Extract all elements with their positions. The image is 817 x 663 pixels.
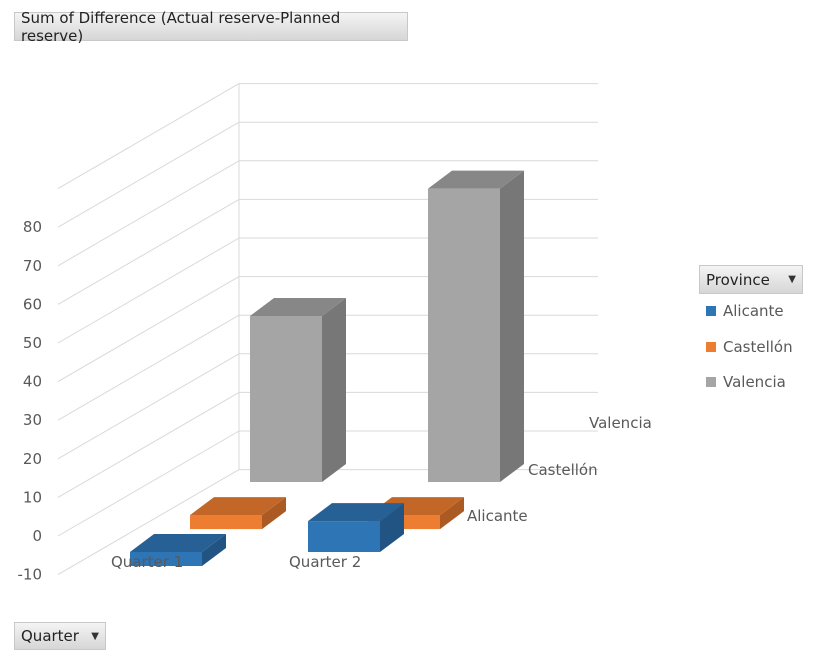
y-tick-label: 50 — [23, 334, 42, 352]
value-field-button[interactable]: Sum of Difference (Actual reserve-Planne… — [14, 9, 408, 45]
depth-label-alicante: Alicante — [467, 507, 528, 525]
y-tick-label: 60 — [23, 295, 42, 313]
legend-swatch-valencia — [706, 377, 716, 387]
bar-side-face — [202, 534, 226, 566]
legend-label-castellon: Castellón — [723, 338, 793, 356]
legend-item-alicante: Alicante — [706, 302, 784, 320]
depth-label-castellon: Castellón — [528, 461, 598, 479]
bar-side-face — [440, 497, 464, 530]
legend-label-valencia: Valencia — [723, 373, 786, 391]
depth-label-valencia: Valencia — [589, 414, 652, 432]
bar-top-face — [130, 534, 226, 552]
gridline-side — [57, 391, 240, 498]
bar-side-face — [500, 170, 524, 482]
gridline-side — [57, 83, 240, 190]
axis-labels: Quarter 1 Quarter 2 Alicante Castellón Valen… — [111, 414, 652, 571]
y-tick-label: 10 — [23, 488, 42, 506]
province-filter-button[interactable]: Province ▼ — [699, 265, 803, 294]
gridline-side — [57, 160, 240, 267]
gridline-side — [57, 314, 240, 421]
y-tick-label: -10 — [18, 566, 43, 584]
bar-side-face — [322, 298, 346, 482]
bar-top-face — [428, 170, 524, 189]
value-field-label: Sum of Difference (Actual reserve-Planne… — [21, 8, 341, 45]
legend-item-castellon: Castellón — [706, 338, 793, 356]
gridline-side — [57, 198, 240, 305]
y-axis-ticks: 80 70 60 50 40 30 20 10 0 -10 — [18, 218, 43, 583]
bar-top-face — [308, 503, 404, 522]
gridline-side — [57, 276, 240, 383]
bar-front-face — [130, 552, 202, 566]
bar-front-face — [190, 515, 262, 530]
bar-front-face — [250, 316, 322, 482]
quarter-filter-label: Quarter — [21, 627, 79, 645]
y-tick-label: 30 — [23, 411, 42, 429]
bar-valencia-quarter-2 — [428, 170, 524, 482]
y-tick-label: 20 — [23, 450, 42, 468]
bar-alicante-quarter-2 — [308, 503, 404, 552]
bar-alicante-quarter-1 — [130, 534, 226, 566]
bar-top-face — [190, 497, 286, 516]
bar-castellon-quarter-1 — [190, 497, 286, 530]
legend-item-valencia: Valencia — [706, 373, 786, 391]
legend-label-alicante: Alicante — [723, 302, 784, 320]
y-tick-label: 80 — [23, 218, 42, 236]
legend-swatch-alicante — [706, 306, 716, 316]
dropdown-arrow-icon: ▼ — [91, 630, 99, 642]
gridline-side — [57, 121, 240, 228]
gridline-side — [57, 353, 240, 460]
bar-side-face — [380, 503, 404, 552]
bar-front-face — [308, 521, 380, 552]
y-tick-label: 0 — [32, 527, 42, 545]
quarter-filter-button[interactable]: Quarter ▼ — [14, 622, 106, 650]
province-filter-label: Province — [706, 270, 770, 289]
bar-side-face — [262, 497, 286, 530]
bars — [130, 170, 524, 566]
gridline-side — [57, 469, 240, 576]
x-tick-label-quarter-2: Quarter 2 — [289, 553, 361, 571]
gridline-side — [57, 237, 240, 344]
y-tick-label: 70 — [23, 257, 42, 275]
bar-top-face — [250, 298, 346, 317]
y-tick-label: 40 — [23, 373, 42, 391]
dropdown-arrow-icon: ▼ — [788, 274, 796, 285]
legend-swatch-castellon — [706, 342, 716, 352]
x-tick-label-quarter-1: Quarter 1 — [111, 553, 183, 571]
gridline-side — [57, 430, 240, 537]
bar-front-face — [428, 188, 500, 482]
bar-valencia-quarter-1 — [250, 298, 346, 482]
